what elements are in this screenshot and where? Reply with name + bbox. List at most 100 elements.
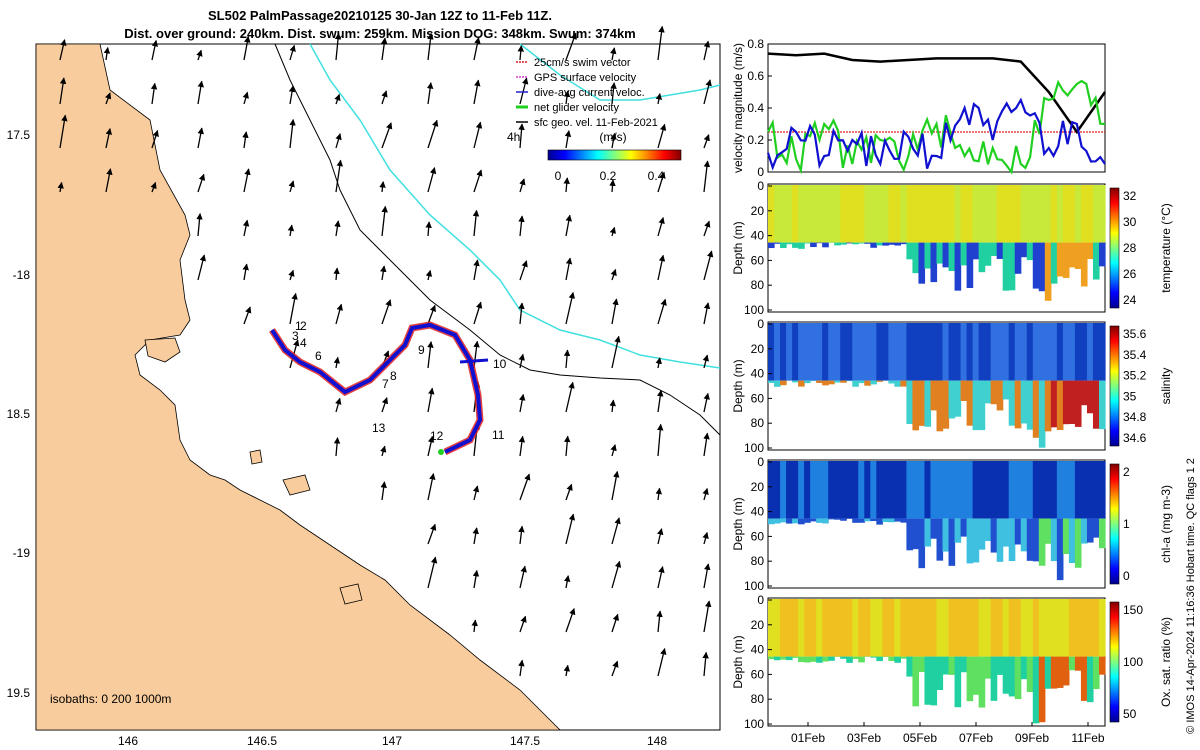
- profile-cell: [852, 323, 859, 381]
- velocity-arrow: [427, 32, 434, 61]
- depth-tick-label: 100: [744, 441, 764, 455]
- profile-cell: [1074, 461, 1082, 519]
- profile-cell: [978, 242, 986, 273]
- x-tick: 147: [382, 734, 402, 748]
- profile-cell: [792, 323, 799, 381]
- time-tick-label: 03Feb: [847, 731, 881, 745]
- colorbar-tick: 30: [1123, 215, 1137, 229]
- velocity-arrow: [611, 335, 621, 369]
- colorbar-tick: 150: [1123, 603, 1143, 617]
- profile-cell: [1092, 461, 1100, 519]
- profile-cell: [1056, 599, 1064, 657]
- profile-cell: [1020, 656, 1028, 680]
- velocity-arrow: [381, 122, 393, 149]
- velocity-arrow: [657, 254, 666, 281]
- velocity-arrow: [289, 292, 298, 325]
- profile-cell: [870, 656, 877, 658]
- profile-cell: [876, 323, 883, 381]
- profile-cell: [858, 242, 865, 244]
- profile-cell: [1002, 461, 1010, 519]
- profile-cell: [798, 518, 805, 525]
- profile-cell: [858, 461, 865, 519]
- profile-cell: [864, 518, 871, 522]
- profile-cell: [780, 323, 787, 381]
- profile-cell: [810, 518, 817, 522]
- velocity-arrow: [657, 25, 665, 61]
- velocity-arrow: [335, 133, 342, 149]
- profile-cell: [972, 518, 980, 563]
- profile-cell: [966, 461, 974, 519]
- profile-cell: [1056, 323, 1064, 381]
- profile-cell: [822, 599, 829, 657]
- profile-cell: [924, 380, 932, 427]
- depth-tick-label: 80: [751, 554, 765, 568]
- depth-tick-label: 20: [751, 342, 765, 356]
- profile-cell: [906, 656, 914, 677]
- velocity-arrow: [610, 47, 617, 61]
- velocity-arrow: [702, 651, 709, 677]
- velocity-arrow: [473, 37, 481, 61]
- profile-cell: [954, 599, 962, 657]
- profile-cell: [774, 656, 781, 661]
- profile-cell: [780, 656, 787, 660]
- velocity-arrow: [703, 432, 710, 457]
- profile-cell: [768, 323, 775, 381]
- profile-cell: [960, 242, 968, 266]
- velocity-arrow: [473, 169, 483, 193]
- colorbar-tick: 100: [1123, 655, 1143, 669]
- velocity-arrow: [427, 435, 435, 457]
- profile-cell: [1044, 461, 1052, 519]
- profile-cell: [888, 599, 895, 657]
- colorbar-tick: 34.6: [1123, 431, 1147, 445]
- isobath-200m: [274, 43, 721, 436]
- velocity-arrow: [381, 90, 388, 105]
- velocity-arrow: [150, 181, 157, 193]
- profile-cell: [1098, 380, 1106, 430]
- profile-cell: [1020, 323, 1028, 381]
- profile-cell: [1068, 599, 1076, 657]
- legend-label: GPS surface velocity: [534, 72, 637, 84]
- velocity-arrow: [334, 93, 341, 105]
- profile-cell: [990, 599, 998, 657]
- profile-cell: [1068, 380, 1076, 424]
- profile-cell: [834, 599, 841, 657]
- profile-cell: [924, 518, 932, 547]
- velocity-arrow: [563, 349, 571, 369]
- colorbar-tick: 1: [1123, 517, 1130, 531]
- profile-cell: [828, 185, 835, 243]
- profile-cell: [888, 518, 895, 523]
- profile-cell: [984, 380, 992, 404]
- velocity-ticks: 0 0.2 0.4 0.6 0.8: [747, 37, 772, 179]
- profile-cell: [870, 242, 877, 248]
- velocity-arrow: [381, 205, 388, 237]
- profile-cell: [1098, 656, 1106, 675]
- velocity-arrow: [518, 302, 525, 325]
- profile-cell: [1026, 323, 1034, 381]
- profile-cell: [936, 518, 944, 561]
- profile-cell: [852, 461, 859, 519]
- profile-cell: [912, 323, 920, 381]
- profile-cell: [1044, 599, 1052, 657]
- velocity-arrow: [334, 220, 341, 237]
- velocity-arrow: [243, 306, 252, 325]
- day-label: 6: [315, 349, 322, 363]
- profile-cell: [870, 518, 877, 522]
- velocity-arrow: [703, 160, 711, 193]
- profile-cell: [1020, 185, 1028, 243]
- profile-cell: [1002, 656, 1010, 694]
- depth-ylabel: Depth (m): [731, 497, 745, 550]
- footer-credit: © IMOS 14-Apr-2024 11:16:36 Hobart time.…: [1185, 458, 1197, 734]
- day-label: 9: [418, 343, 425, 357]
- profile-cell: [954, 185, 962, 243]
- profile-cell: [792, 185, 799, 243]
- profile-cell: [774, 185, 781, 243]
- profile-cell: [900, 380, 908, 387]
- depth-tick-label: 60: [751, 253, 765, 267]
- profile-cell: [816, 461, 823, 519]
- profile-cell: [1092, 656, 1100, 689]
- profile-cell: [828, 518, 835, 520]
- profile-cell: [1062, 242, 1070, 278]
- profile-cell: [846, 185, 853, 243]
- velocity-arrow: [518, 123, 525, 149]
- depth-tick-label: 40: [751, 505, 765, 519]
